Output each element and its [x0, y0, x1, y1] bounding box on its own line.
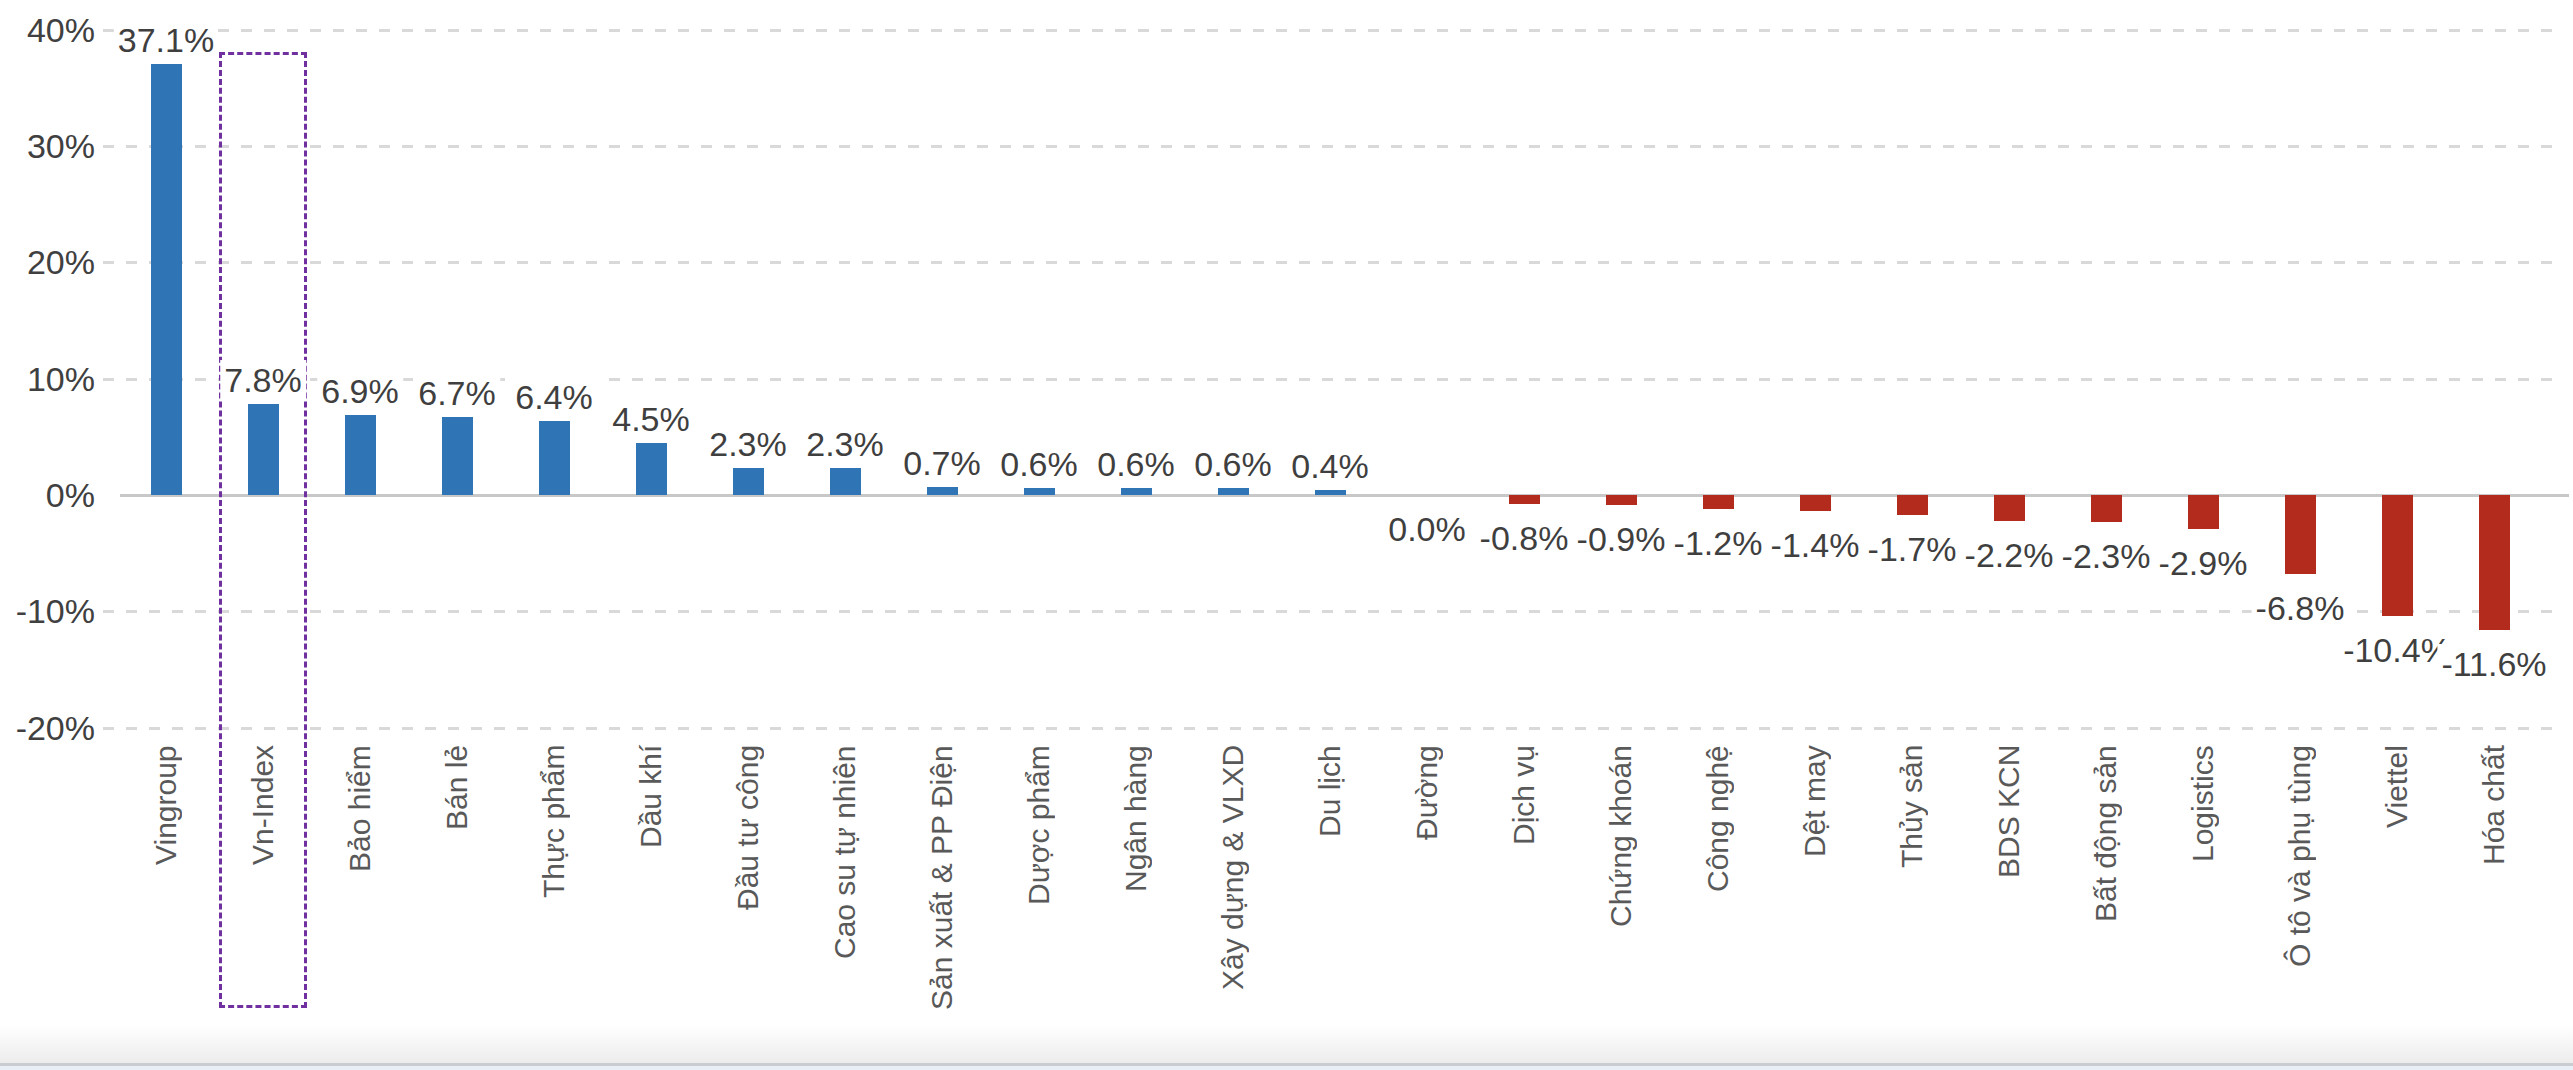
bar-value-label: -6.8%: [2252, 588, 2349, 628]
y-axis-tick-label: 40%: [3, 10, 95, 50]
bar-value-label: -2.2%: [1961, 535, 2058, 575]
bar: [1024, 488, 1055, 495]
bar-value-label: 2.3%: [802, 424, 888, 464]
category-label: BDS KCN: [1989, 745, 2029, 1057]
category-label: Dầu khí: [631, 745, 671, 1057]
gridline: [103, 29, 2552, 32]
bar-value-label: 0.7%: [899, 443, 985, 483]
category-label: Dịch vụ: [1504, 745, 1544, 1057]
bar: [636, 443, 667, 495]
category-label: Sản xuất & PP Điện: [922, 745, 962, 1057]
bar-value-label: -1.2%: [1670, 523, 1767, 563]
gridline: [103, 145, 2552, 148]
category-label: Bất động sản: [2086, 745, 2126, 1057]
gridline: [103, 727, 2552, 730]
bar: [1218, 488, 1249, 495]
bar: [1703, 495, 1734, 509]
category-label: Vingroup: [146, 745, 186, 1057]
bar: [927, 487, 958, 495]
y-axis-tick-label: 20%: [3, 242, 95, 282]
bar: [830, 468, 861, 495]
bar: [1315, 490, 1346, 495]
y-axis-tick-label: 10%: [3, 359, 95, 399]
bar: [1121, 488, 1152, 495]
bar-value-label: 6.4%: [511, 377, 597, 417]
bar: [1994, 495, 2025, 521]
category-label: Thủy sản: [1892, 745, 1932, 1057]
bar: [1509, 495, 1540, 504]
gridline: [103, 261, 2552, 264]
bar-value-label: 7.8%: [220, 360, 306, 400]
bar-value-label: -11.6%: [2437, 644, 2550, 684]
category-label: Bảo hiểm: [340, 745, 380, 1057]
category-label: Ngân hàng: [1116, 745, 1156, 1057]
bar: [345, 415, 376, 495]
bar: [1800, 495, 1831, 511]
category-label: Dược phẩm: [1019, 745, 1059, 1057]
bar-value-label: 0.0%: [1384, 509, 1470, 549]
bar-value-label: 2.3%: [705, 424, 791, 464]
bar: [1897, 495, 1928, 515]
bar: [2091, 495, 2122, 522]
bar: [442, 417, 473, 495]
bar: [733, 468, 764, 495]
bar-value-label: -0.8%: [1476, 518, 1573, 558]
category-label: Công nghệ: [1698, 745, 1738, 1057]
bar: [2188, 495, 2219, 529]
sector-performance-bar-chart: 40% 30% 20% 10% 0% -10% -20% 37.1% Vingroup 7.8% V…: [0, 0, 2573, 1070]
footer-edge-strip: [0, 1066, 2573, 1070]
bar: [1606, 495, 1637, 505]
category-label: Hóa chất: [2474, 745, 2514, 1057]
bar-value-label: 6.7%: [414, 373, 500, 413]
bar-value-label: -2.9%: [2155, 543, 2252, 583]
category-label: Ô tô và phụ tùng: [2280, 745, 2320, 1057]
vnindex-highlight-box: [219, 52, 307, 1008]
category-label: Logistics: [2183, 745, 2223, 1057]
bar-value-label: -1.4%: [1767, 525, 1864, 565]
bar-value-label: 6.9%: [317, 371, 403, 411]
bar-value-label: 0.6%: [1093, 444, 1179, 484]
bar: [2479, 495, 2510, 630]
category-label: Chứng khoán: [1601, 745, 1641, 1057]
category-label: Bán lẻ: [437, 745, 477, 1057]
category-label: Đầu tư công: [728, 745, 768, 1057]
bar-value-label: -1.7%: [1864, 529, 1961, 569]
bar-value-label: -0.9%: [1573, 519, 1670, 559]
bar-value-label: 0.4%: [1287, 446, 1373, 486]
y-axis-tick-label: 0%: [3, 475, 95, 515]
category-label: Cao su tự nhiên: [825, 745, 865, 1057]
bar-value-label: 0.6%: [996, 444, 1082, 484]
category-label: Du lịch: [1310, 745, 1350, 1057]
y-axis-tick-label: -20%: [3, 708, 95, 748]
bar-value-label: 4.5%: [608, 399, 694, 439]
category-label: Viettel: [2377, 745, 2417, 1057]
bar-value-label: -2.3%: [2058, 536, 2155, 576]
bar: [2382, 495, 2413, 616]
bar-value-label: 37.1%: [114, 20, 218, 60]
category-label: Xây dựng & VLXD: [1213, 745, 1253, 1057]
bar: [2285, 495, 2316, 574]
category-label: Dệt may: [1795, 745, 1835, 1057]
category-label: Đường: [1407, 745, 1447, 1057]
gridline: [103, 610, 2552, 613]
category-label: Thực phẩm: [534, 745, 574, 1057]
bar: [539, 421, 570, 495]
y-axis-tick-label: -10%: [3, 591, 95, 631]
y-axis-tick-label: 30%: [3, 126, 95, 166]
bar: [151, 64, 182, 495]
bar-value-label: 0.6%: [1190, 444, 1276, 484]
